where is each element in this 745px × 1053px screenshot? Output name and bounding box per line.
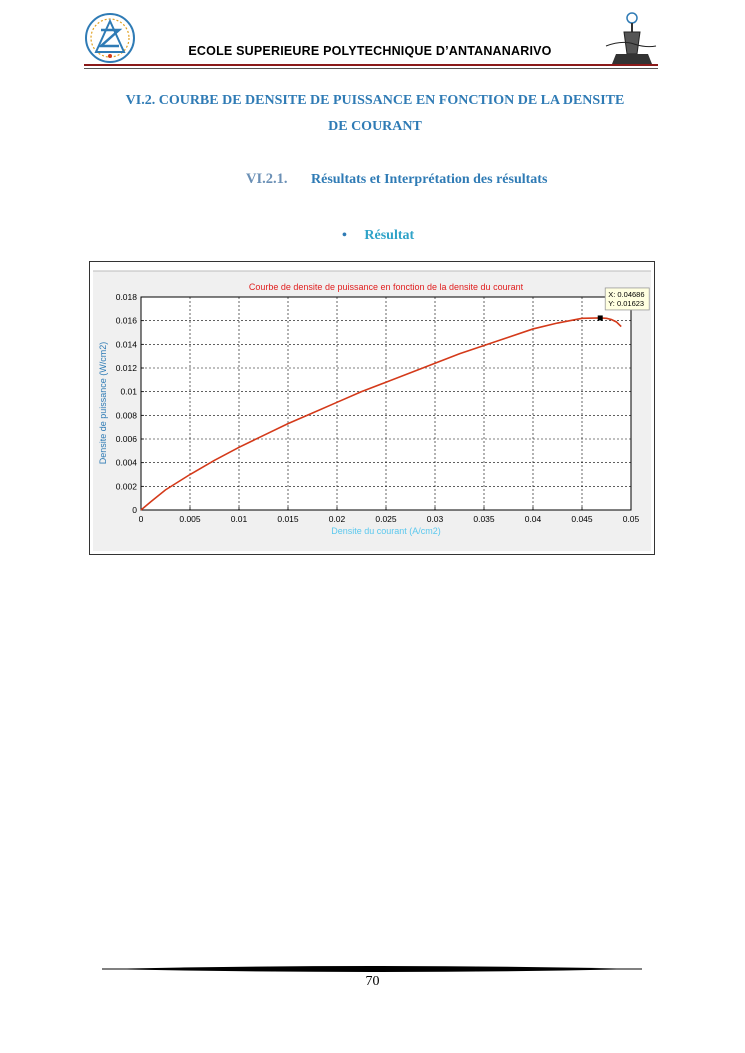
x-tick-label: 0.05 bbox=[623, 514, 640, 524]
footer-rule bbox=[102, 966, 642, 972]
subsection-number: VI.2.1. bbox=[246, 171, 288, 187]
x-tick-label: 0.035 bbox=[473, 514, 495, 524]
bullet-item: • Résultat bbox=[342, 228, 414, 244]
y-tick-label: 0.014 bbox=[116, 339, 138, 349]
y-tick-label: 0.004 bbox=[116, 458, 138, 468]
y-tick-label: 0.006 bbox=[116, 434, 138, 444]
datatip-x: X: 0.04686 bbox=[608, 290, 644, 299]
section-title-line1: VI.2. COURBE DE DENSITE DE PUISSANCE EN … bbox=[125, 93, 625, 108]
y-tick-label: 0.016 bbox=[116, 316, 138, 326]
y-tick-label: 0.018 bbox=[116, 292, 138, 302]
x-tick-label: 0.005 bbox=[179, 514, 201, 524]
datatip: X: 0.04686 Y: 0.01623 bbox=[597, 287, 650, 321]
x-tick-label: 0.045 bbox=[571, 514, 593, 524]
y-tick-label: 0.01 bbox=[120, 387, 137, 397]
section-title: VI.2. COURBE DE DENSITE DE PUISSANCE EN … bbox=[100, 88, 650, 140]
x-tick-label: 0.03 bbox=[427, 514, 444, 524]
page-number: 70 bbox=[365, 974, 380, 989]
x-tick-label: 0 bbox=[139, 514, 144, 524]
chart-title: Courbe de densite de puissance en foncti… bbox=[249, 282, 524, 292]
y-tick-label: 0.002 bbox=[116, 481, 138, 491]
section-title-line2: DE COURANT bbox=[328, 119, 422, 134]
school-logo-left bbox=[85, 13, 135, 63]
grid bbox=[140, 296, 632, 511]
x-tick-label: 0.025 bbox=[375, 514, 397, 524]
x-tick-label: 0.04 bbox=[525, 514, 542, 524]
y-tick-label: 0.008 bbox=[116, 410, 138, 420]
y-tick-label: 0.012 bbox=[116, 363, 138, 373]
bullet-label: Résultat bbox=[364, 228, 415, 243]
x-tick-label: 0.01 bbox=[231, 514, 248, 524]
x-tick-label: 0.02 bbox=[329, 514, 346, 524]
subsection-heading: VI.2.1. Résultats et Interprétation des … bbox=[246, 171, 547, 188]
school-name: ECOLE SUPERIEURE POLYTECHNIQUE D’ANTANAN… bbox=[188, 44, 552, 58]
datatip-box bbox=[604, 287, 650, 311]
school-logo-right bbox=[605, 12, 657, 64]
y-tick-label: 0 bbox=[132, 505, 137, 515]
x-axis-label: Densite du courant (A/cm2) bbox=[331, 526, 441, 536]
subsection-title: Résultats et Interprétation des résultat… bbox=[311, 172, 548, 187]
datatip-y: Y: 0.01623 bbox=[608, 299, 644, 308]
bullet-dot-icon: • bbox=[342, 228, 347, 243]
chart-figure: 0 0.005 0.01 0.015 0.02 0.025 0.03 0.035 0.04 0.0… bbox=[89, 261, 655, 555]
header-rule bbox=[84, 64, 658, 66]
x-tick-label: 0.015 bbox=[277, 514, 299, 524]
y-axis-label: Densite de puissance (W/cm2) bbox=[98, 342, 108, 465]
header-rule-thin bbox=[84, 68, 658, 69]
tick-labels: 0 0.005 0.01 0.015 0.02 0.025 0.03 0.035 0.04 0.0… bbox=[116, 292, 640, 524]
datatip-marker bbox=[597, 315, 603, 321]
